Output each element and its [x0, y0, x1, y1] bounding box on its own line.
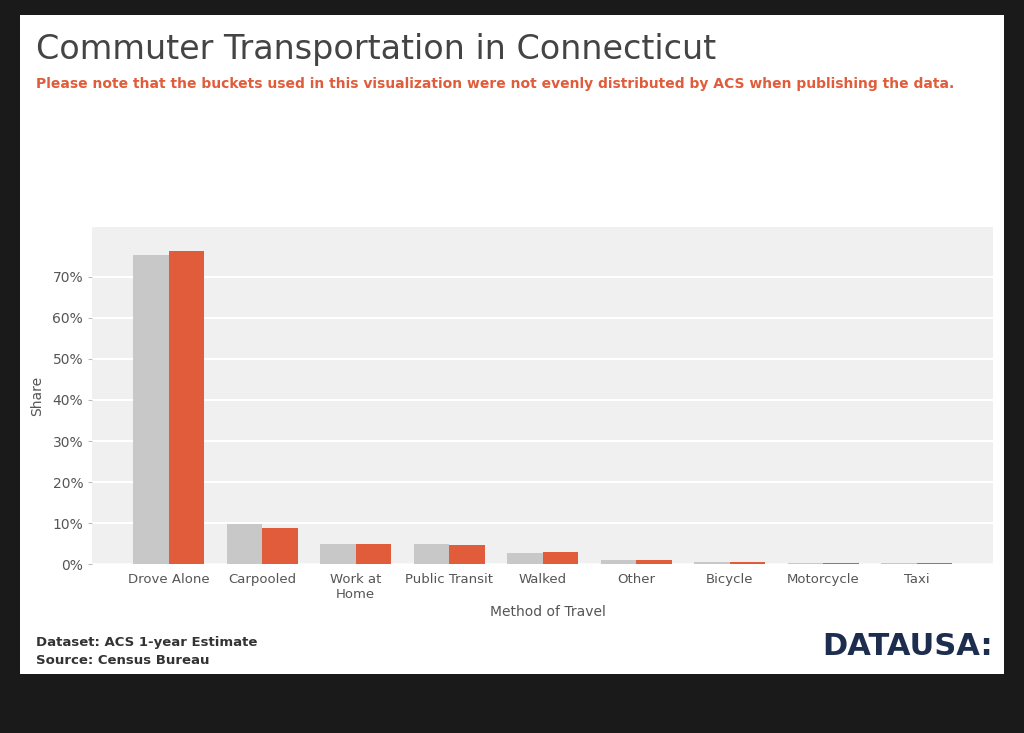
Text: DATAUSA:: DATAUSA: [822, 632, 993, 661]
Bar [226, 524, 262, 564]
Bar [133, 255, 169, 564]
Text: Please note that the buckets used in this visualization were not evenly distribu: Please note that the buckets used in thi… [36, 77, 954, 91]
Bar [169, 251, 204, 564]
Bar [543, 552, 579, 564]
Bar [882, 563, 916, 564]
Bar [601, 560, 636, 564]
Bar [355, 545, 391, 564]
Text: Commuter Transportation in Connecticut: Commuter Transportation in Connecticut [36, 33, 716, 66]
Bar [694, 561, 730, 564]
Bar [414, 545, 450, 564]
Bar [787, 563, 823, 564]
Bar [730, 562, 765, 564]
Bar [916, 563, 952, 564]
Bar [823, 563, 859, 564]
Bar [450, 545, 484, 564]
Bar [321, 544, 355, 564]
Bar [507, 553, 543, 564]
Bar [262, 528, 298, 564]
Y-axis label: Share: Share [30, 376, 44, 416]
Text: Source: Census Bureau: Source: Census Bureau [36, 654, 209, 667]
Text: Method of Travel: Method of Travel [489, 605, 606, 619]
Bar [636, 560, 672, 564]
Text: Dataset: ACS 1-year Estimate: Dataset: ACS 1-year Estimate [36, 636, 257, 649]
